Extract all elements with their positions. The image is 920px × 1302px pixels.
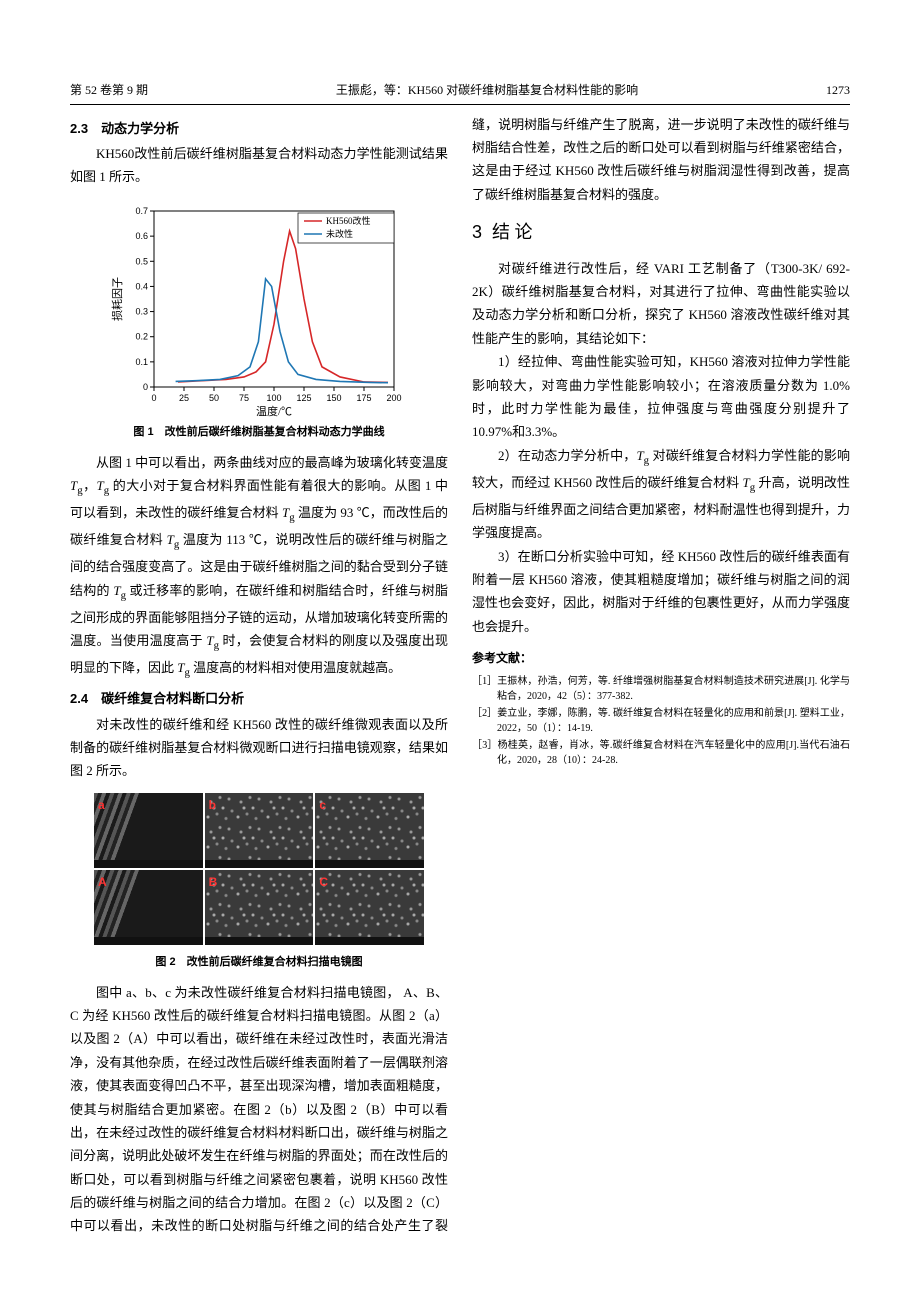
- sem-cell-c: c: [315, 793, 424, 868]
- header-pagenum: 1273: [826, 80, 850, 102]
- svg-text:175: 175: [356, 393, 371, 403]
- header-title: 王振彪，等：KH560 对碳纤维树脂基复合材料性能的影响: [336, 80, 638, 102]
- svg-text:未改性: 未改性: [326, 228, 353, 239]
- svg-text:0.2: 0.2: [135, 331, 148, 341]
- sec23-heading: 2.3 动态力学分析: [70, 117, 448, 140]
- sec24-p1: 对未改性的碳纤维和经 KH560 改性的碳纤维微观表面以及所制备的碳纤维树脂基复…: [70, 713, 448, 783]
- svg-text:温度/℃: 温度/℃: [256, 404, 292, 418]
- svg-text:100: 100: [266, 393, 281, 403]
- svg-text:25: 25: [179, 393, 189, 403]
- figure-2: a b c A B C 图 2 改性前后碳纤维复合材料扫描电镜图: [70, 793, 448, 973]
- figure-1-caption: 图 1 改性前后碳纤维树脂基复合材料动态力学曲线: [70, 423, 448, 443]
- sem-cell-a: a: [94, 793, 203, 868]
- sec3-p3: 2）在动态力学分析中，Tg 对碳纤维复合材料力学性能的影响较大，而经过 KH56…: [472, 444, 850, 545]
- svg-text:200: 200: [386, 393, 401, 403]
- svg-text:0.7: 0.7: [135, 206, 148, 216]
- ref-2: ［2］姜立业，李娜，陈鹏，等. 碳纤维复合材料在轻量化的应用和前景[J]. 塑料…: [472, 706, 850, 736]
- sem-cell-C: C: [315, 870, 424, 945]
- svg-text:0.6: 0.6: [135, 231, 148, 241]
- svg-text:损耗因子: 损耗因子: [110, 277, 124, 321]
- svg-text:0: 0: [151, 393, 156, 403]
- svg-text:50: 50: [209, 393, 219, 403]
- svg-text:0.4: 0.4: [135, 281, 148, 291]
- sem-cell-A: A: [94, 870, 203, 945]
- figure-1-chart: 0 25 50 75 100 125 150 175 200 0 0.1 0.2 0.3 0.4 0.5 0.…: [109, 199, 409, 419]
- sec3-p1: 对碳纤维进行改性后，经 VARI 工艺制备了（T300-3K/ 692-2K）碳…: [472, 257, 850, 351]
- sec23-p1: KH560改性前后碳纤维树脂基复合材料动态力学性能测试结果如图 1 所示。: [70, 142, 448, 189]
- two-column-content: 2.3 动态力学分析 KH560改性前后碳纤维树脂基复合材料动态力学性能测试结果…: [70, 113, 850, 1243]
- page-header: 第 52 卷第 9 期 王振彪，等：KH560 对碳纤维树脂基复合材料性能的影响…: [70, 80, 850, 105]
- svg-text:0.1: 0.1: [135, 357, 148, 367]
- sec3-p4: 3）在断口分析实验中可知，经 KH560 改性后的碳纤维表面有附着一层 KH56…: [472, 545, 850, 639]
- svg-text:150: 150: [326, 393, 341, 403]
- references-heading: 参考文献：: [472, 648, 850, 670]
- svg-text:125: 125: [296, 393, 311, 403]
- ref-1: ［1］王振林，孙浩，何芳，等. 纤维增强树脂基复合材料制造技术研究进展[J]. …: [472, 674, 850, 704]
- sem-cell-B: B: [205, 870, 314, 945]
- figure-1: 0 25 50 75 100 125 150 175 200 0 0.1 0.2 0.3 0.4 0.5 0.…: [70, 199, 448, 443]
- header-volume: 第 52 卷第 9 期: [70, 80, 148, 102]
- sem-image-grid: a b c A B C: [94, 793, 424, 945]
- sec23-p2: 从图 1 中可以看出，两条曲线对应的最高峰为玻璃化转变温度 Tg，Tg 的大小对…: [70, 451, 448, 684]
- svg-text:75: 75: [239, 393, 249, 403]
- sec3-heading: 3结 论: [472, 216, 850, 248]
- svg-text:0: 0: [143, 382, 148, 392]
- sec24-heading: 2.4 碳纤维复合材料断口分析: [70, 687, 448, 710]
- ref-3: ［3］杨桂英，赵睿，肖冰，等.碳纤维复合材料在汽车轻量化中的应用[J].当代石油…: [472, 738, 850, 768]
- svg-text:0.3: 0.3: [135, 306, 148, 316]
- svg-text:KH560改性: KH560改性: [326, 215, 371, 226]
- svg-text:0.5: 0.5: [135, 256, 148, 266]
- sem-cell-b: b: [205, 793, 314, 868]
- sec3-p2: 1）经拉伸、弯曲性能实验可知，KH560 溶液对拉伸力学性能影响较大，对弯曲力学…: [472, 350, 850, 444]
- figure-2-caption: 图 2 改性前后碳纤维复合材料扫描电镜图: [70, 953, 448, 973]
